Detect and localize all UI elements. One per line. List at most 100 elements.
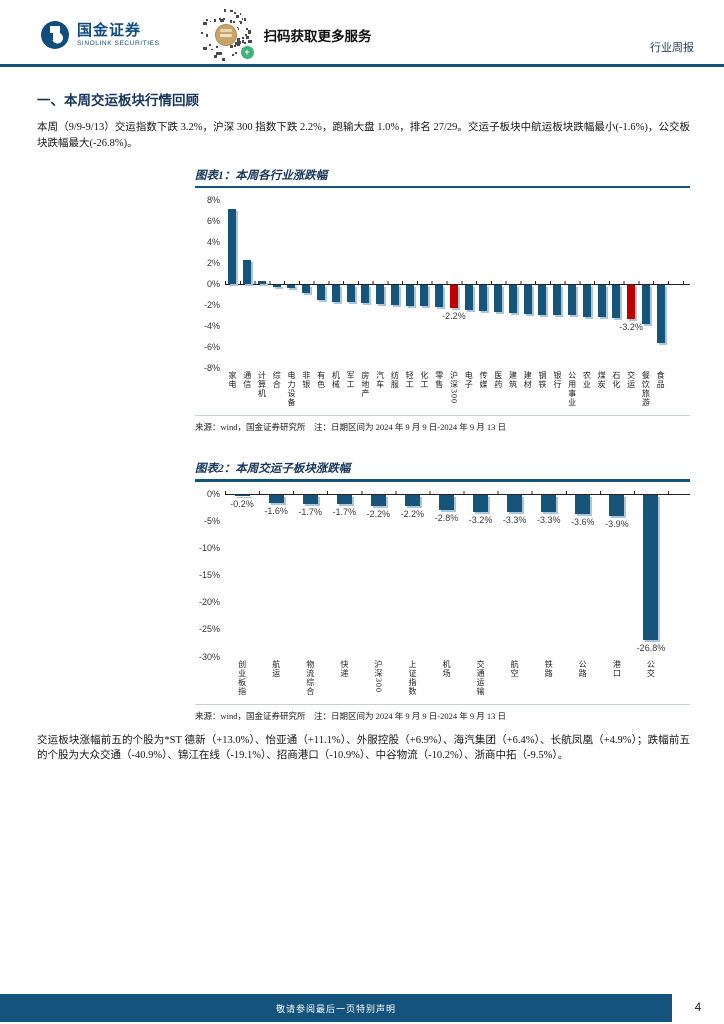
- x-tick-label: 交运: [626, 371, 636, 389]
- figure-2-source-note: 来源：wind，国金证券研究所 注：日期区间为 2024 年 9 月 9 日-2…: [195, 703, 690, 722]
- x-tick-label: 钢铁: [538, 371, 548, 389]
- y-tick-label: 2%: [206, 258, 220, 268]
- chart-1-plot-area: -2.2% -3.2%: [225, 200, 690, 368]
- x-tick-label: 房地产: [360, 371, 370, 398]
- bar-14: [435, 285, 444, 308]
- bar-7: [331, 285, 340, 302]
- bar-0: [228, 209, 237, 284]
- footer-disclaimer-bar: 敬请参阅最后一页特别声明: [0, 994, 672, 1022]
- bar-15: [449, 285, 458, 309]
- logo-subtitle: SINOLINK SECURITIES: [77, 39, 160, 47]
- industry-change-chart: 8% 6% 4% 2% 0% -2% -4% -6% -8% -2.2% -3.2% 家电 通信 计算…: [195, 195, 690, 407]
- chart-2-y-axis: 0% -5% -10% -15% -20% -25% -30%: [195, 489, 225, 662]
- y-tick-label: -6%: [203, 342, 220, 352]
- x-tick-label: 上证指数: [407, 659, 417, 696]
- bar-value-label: -3.2%: [619, 321, 643, 332]
- bar-11: [609, 494, 625, 516]
- bar-9: [541, 494, 557, 513]
- x-tick-label: 化工: [419, 371, 429, 389]
- x-tick-label: 非银: [301, 371, 311, 389]
- x-tick-label: 综合: [272, 371, 282, 389]
- bar-3: [272, 285, 281, 288]
- bar-17: [479, 285, 488, 312]
- x-tick-label: 餐饮旅游: [641, 371, 651, 407]
- bar-29: [656, 285, 665, 343]
- axis-tick-marks: [225, 281, 690, 284]
- bar-12: [405, 285, 414, 306]
- x-tick-label: 建筑: [508, 371, 518, 389]
- x-tick-label: 有色: [316, 371, 326, 389]
- chart-1-x-axis: 家电 通信 计算机 综合 电力设备 非银 有色 机械 军工 房地产 汽车 纺服 轻工 化工 零售 沪深300 电…: [225, 371, 690, 407]
- bar-value-label: -2.2%: [400, 509, 425, 520]
- x-tick-label: 石化: [611, 371, 621, 389]
- x-tick-label: 煤炭: [597, 371, 607, 389]
- x-tick-label: 公路: [578, 659, 588, 678]
- x-tick-label: 建材: [523, 371, 533, 389]
- figure-1-title-rule: [195, 185, 690, 188]
- zero-axis-line: [225, 493, 690, 495]
- page-number: 4: [672, 994, 724, 1022]
- bar-10: [575, 494, 591, 515]
- bar-28: [641, 285, 650, 324]
- bar-value-label: -3.2%: [468, 514, 493, 525]
- y-tick-label: 4%: [206, 237, 220, 247]
- bar-8: [507, 494, 523, 513]
- y-tick-label: -2%: [203, 300, 220, 310]
- y-tick-label: -4%: [203, 321, 220, 331]
- x-tick-label: 轻工: [405, 371, 415, 389]
- bar-1: [268, 494, 284, 504]
- x-tick-label: 航空: [510, 659, 520, 678]
- transport-subsector-chart: 0% -5% -10% -15% -20% -25% -30% -0.2% -1.6% -1.7…: [195, 489, 690, 696]
- x-tick-label: 航运: [271, 659, 281, 678]
- qr-center-seal: [214, 24, 237, 46]
- x-tick-label: 零售: [434, 371, 444, 389]
- header-divider: [0, 64, 724, 67]
- x-tick-label: 沪深300: [373, 659, 383, 693]
- y-tick-label: 0%: [206, 488, 220, 499]
- bar-18: [494, 285, 503, 313]
- bar-5: [302, 285, 311, 294]
- x-tick-label: 交通运输: [476, 659, 486, 696]
- figure-1-title: 图表1：本周各行业涨跌幅: [195, 169, 328, 182]
- page-header: 国金证券 SINOLINK SECURITIES + 扫码获取更多服务 行业周报: [0, 0, 724, 61]
- footer-disclaimer-text: 敬请参阅最后一页特别声明: [275, 1003, 396, 1014]
- x-tick-label: 电力设备: [287, 371, 297, 407]
- logo-name: 国金证券: [77, 22, 142, 40]
- x-tick-label: 汽车: [375, 371, 385, 389]
- bar-16: [464, 285, 473, 311]
- x-tick-label: 机械: [331, 371, 341, 389]
- chart-2-plot-area: -0.2% -1.6% -1.7% -1.7% -2.2% -2.2% -2.8% -3.2%…: [225, 490, 690, 657]
- bar-5: [404, 494, 420, 507]
- y-tick-label: -20%: [198, 597, 220, 608]
- bar-20: [523, 285, 532, 315]
- qr-caption: 扫码获取更多服务: [263, 29, 372, 44]
- bar-26: [612, 285, 621, 318]
- logo-text: 国金证券 SINOLINK SECURITIES: [77, 23, 160, 47]
- summary-paragraph: 本周（9/9-9/13）交运指数下跌 3.2%，沪深 300 指数下跌 2.2%…: [37, 122, 690, 149]
- bar-value-label: -3.3%: [536, 515, 561, 526]
- bar-27: [627, 285, 636, 319]
- qr-code: +: [200, 9, 254, 61]
- x-tick-label: 计算机: [257, 371, 267, 398]
- bar-value-label: -0.2%: [230, 498, 254, 509]
- bar-6: [316, 285, 325, 300]
- bar-4: [287, 285, 296, 289]
- bar-4: [370, 494, 386, 507]
- y-tick-label: 0%: [206, 279, 220, 289]
- x-tick-label: 物流综合: [305, 659, 315, 696]
- x-tick-label: 传媒: [478, 371, 488, 389]
- bar-value-label: -2.2%: [442, 311, 466, 322]
- bar-value-label: -3.9%: [605, 518, 629, 529]
- zero-axis-line: [225, 284, 690, 285]
- page-footer: 敬请参阅最后一页特别声明 4: [0, 994, 724, 1022]
- bar-value-label: -1.7%: [332, 506, 357, 517]
- y-tick-label: -15%: [198, 570, 220, 580]
- bar-19: [508, 285, 517, 314]
- bar-value-label: -2.2%: [366, 509, 391, 520]
- qr-green-badge-icon: +: [240, 46, 254, 59]
- y-tick-label: -25%: [198, 624, 220, 635]
- x-tick-label: 港口: [612, 659, 622, 678]
- x-tick-label: 银行: [552, 371, 562, 389]
- bar-3: [336, 494, 352, 504]
- bar-6: [439, 494, 454, 510]
